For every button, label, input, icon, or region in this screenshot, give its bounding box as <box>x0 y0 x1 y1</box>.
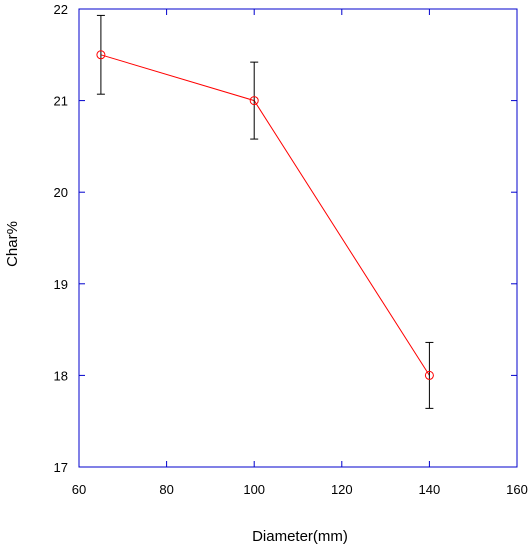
y-tick-label-4: 21 <box>54 94 68 109</box>
x-tick-label-0: 60 <box>72 482 86 497</box>
x-tick-label-3: 120 <box>331 482 353 497</box>
y-tick-label-3: 20 <box>54 185 68 200</box>
x-axis-title: Diameter(mm) <box>252 528 348 545</box>
x-tick-label-5: 160 <box>506 482 528 497</box>
y-tick-label-2: 19 <box>54 277 68 292</box>
tick-layer: 60 80 100 120 140 160 17 18 19 20 21 22 <box>54 2 528 497</box>
y-tick-label-1: 18 <box>54 368 68 383</box>
series-line-0 <box>100 54 430 376</box>
x-tick-label-2: 100 <box>243 482 265 497</box>
y-tick-label-5: 22 <box>54 2 68 17</box>
plot-frame <box>78 8 518 468</box>
x-tick-label-1: 80 <box>159 482 173 497</box>
y-axis-title: Char% <box>4 221 21 267</box>
y-tick-label-0: 17 <box>54 460 68 475</box>
plot-layer <box>78 8 518 468</box>
data-point-2 <box>424 370 434 380</box>
x-tick-label-4: 140 <box>419 482 441 497</box>
data-point-0 <box>96 50 106 60</box>
data-point-1 <box>249 96 259 106</box>
